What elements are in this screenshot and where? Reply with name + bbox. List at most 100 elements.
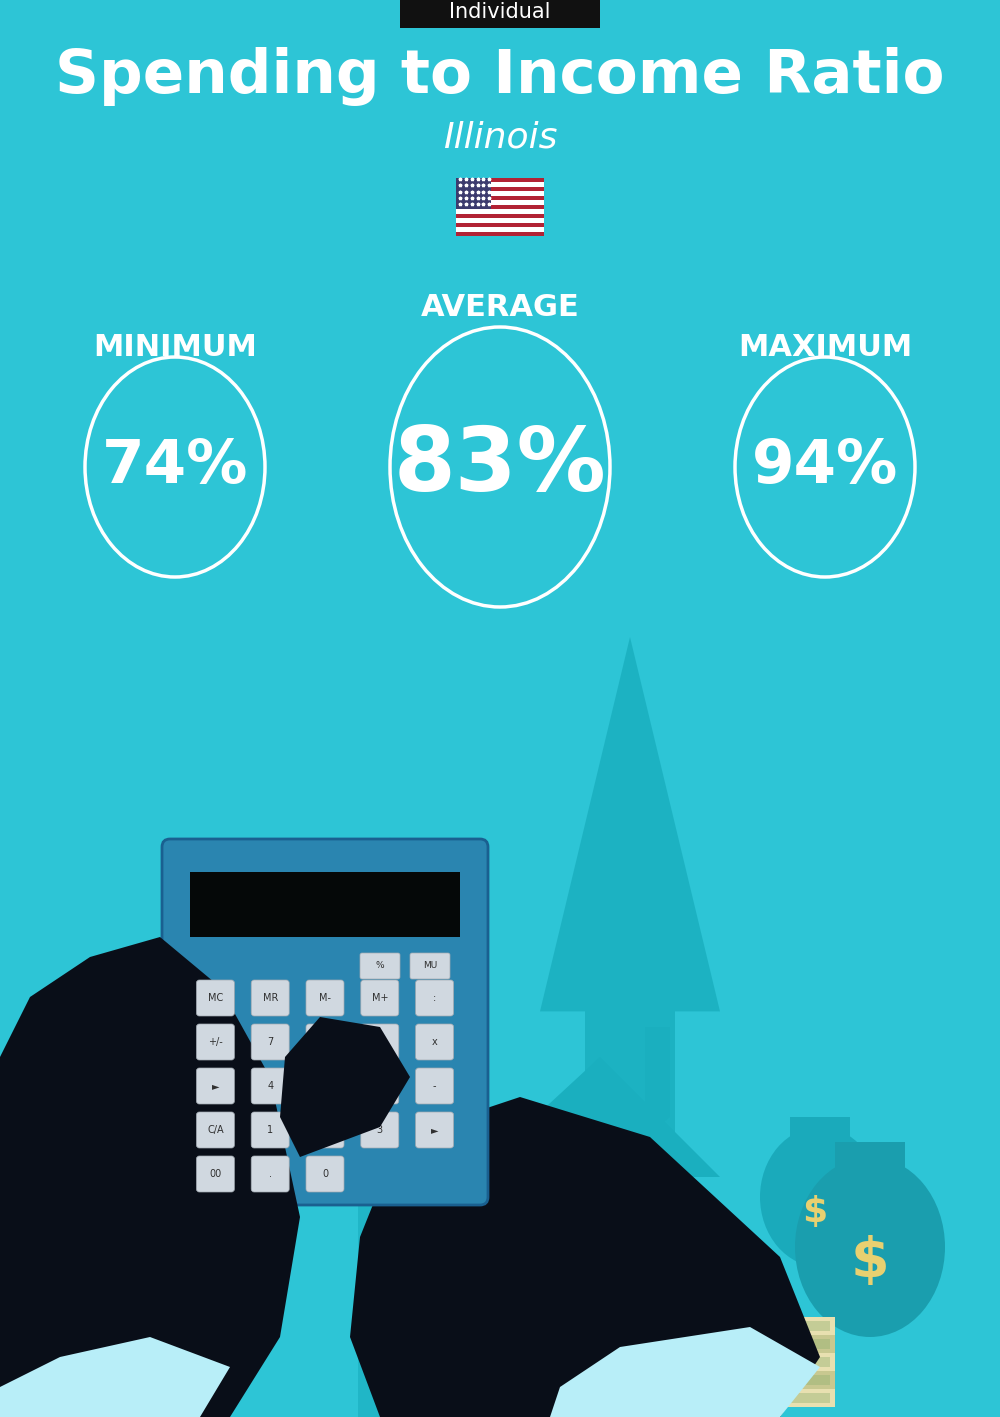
FancyBboxPatch shape [400,0,600,28]
Polygon shape [470,1057,720,1178]
Ellipse shape [760,1127,880,1267]
Text: MU: MU [423,961,437,969]
Text: 2: 2 [322,1125,328,1135]
Polygon shape [575,1247,645,1417]
FancyBboxPatch shape [456,208,544,214]
FancyBboxPatch shape [700,1357,830,1367]
Polygon shape [326,837,454,1417]
FancyBboxPatch shape [410,954,450,979]
Text: .: . [269,1169,272,1179]
FancyBboxPatch shape [361,981,399,1016]
FancyBboxPatch shape [306,1024,344,1060]
FancyBboxPatch shape [700,1321,830,1331]
FancyBboxPatch shape [695,1335,835,1353]
Text: C/A: C/A [207,1125,224,1135]
Text: MC: MC [208,993,223,1003]
Polygon shape [550,1326,820,1417]
FancyBboxPatch shape [162,839,488,1204]
FancyBboxPatch shape [416,981,454,1016]
FancyBboxPatch shape [361,1024,399,1060]
Text: 6: 6 [377,1081,383,1091]
Text: 5: 5 [322,1081,328,1091]
FancyBboxPatch shape [456,196,544,200]
FancyBboxPatch shape [306,1112,344,1148]
FancyBboxPatch shape [361,1068,399,1104]
Text: ►: ► [212,1081,219,1091]
FancyBboxPatch shape [360,954,400,979]
FancyBboxPatch shape [790,1117,850,1146]
Text: $: $ [851,1236,889,1289]
FancyBboxPatch shape [251,1068,289,1104]
FancyBboxPatch shape [700,1393,830,1403]
FancyBboxPatch shape [456,213,544,218]
Polygon shape [0,1338,230,1417]
Text: M+: M+ [372,993,388,1003]
Text: x: x [432,1037,437,1047]
FancyBboxPatch shape [306,981,344,1016]
FancyBboxPatch shape [695,1353,835,1372]
FancyBboxPatch shape [695,1316,835,1335]
FancyBboxPatch shape [456,222,544,227]
FancyBboxPatch shape [196,1068,234,1104]
Polygon shape [500,1178,690,1417]
Polygon shape [350,1097,820,1417]
FancyBboxPatch shape [456,231,544,237]
Text: MR: MR [263,993,278,1003]
FancyBboxPatch shape [700,1339,830,1349]
FancyBboxPatch shape [416,1112,454,1148]
Text: 00: 00 [209,1169,222,1179]
Text: -: - [433,1081,436,1091]
FancyBboxPatch shape [306,1156,344,1192]
FancyBboxPatch shape [416,1068,454,1104]
Text: 94%: 94% [752,438,898,496]
FancyBboxPatch shape [456,218,544,222]
FancyBboxPatch shape [456,179,491,210]
FancyBboxPatch shape [196,981,234,1016]
Text: 9: 9 [377,1037,383,1047]
Text: 83%: 83% [394,424,606,510]
FancyBboxPatch shape [196,1156,234,1192]
Text: %: % [376,961,384,969]
Text: MAXIMUM: MAXIMUM [738,333,912,361]
Text: Illinois: Illinois [443,120,557,154]
FancyBboxPatch shape [196,1024,234,1060]
Text: M-: M- [319,993,331,1003]
FancyBboxPatch shape [196,1112,234,1148]
Text: MINIMUM: MINIMUM [93,333,257,361]
Ellipse shape [795,1158,945,1338]
FancyBboxPatch shape [456,181,544,187]
Polygon shape [540,638,720,1417]
Text: :: : [433,993,436,1003]
FancyBboxPatch shape [456,187,544,191]
Polygon shape [645,1027,670,1136]
Text: Individual: Individual [449,1,551,23]
FancyBboxPatch shape [700,1374,830,1384]
FancyBboxPatch shape [456,227,544,231]
Text: +/-: +/- [208,1037,223,1047]
FancyBboxPatch shape [456,204,544,210]
FancyBboxPatch shape [361,1112,399,1148]
Polygon shape [0,937,300,1417]
FancyBboxPatch shape [306,1068,344,1104]
FancyBboxPatch shape [456,200,544,205]
FancyBboxPatch shape [695,1389,835,1407]
Text: 4: 4 [267,1081,273,1091]
FancyBboxPatch shape [695,1372,835,1389]
FancyBboxPatch shape [251,1156,289,1192]
Text: $: $ [802,1195,828,1229]
Text: 1: 1 [267,1125,273,1135]
FancyBboxPatch shape [835,1142,905,1182]
Text: 8: 8 [322,1037,328,1047]
FancyBboxPatch shape [251,1024,289,1060]
FancyBboxPatch shape [251,1112,289,1148]
Polygon shape [280,1017,410,1158]
Text: ►: ► [431,1125,438,1135]
FancyBboxPatch shape [416,1024,454,1060]
Text: Spending to Income Ratio: Spending to Income Ratio [55,48,945,106]
Text: AVERAGE: AVERAGE [421,292,579,322]
FancyBboxPatch shape [251,981,289,1016]
FancyBboxPatch shape [190,871,460,937]
FancyBboxPatch shape [456,191,544,196]
Text: 74%: 74% [102,438,248,496]
Text: 0: 0 [322,1169,328,1179]
